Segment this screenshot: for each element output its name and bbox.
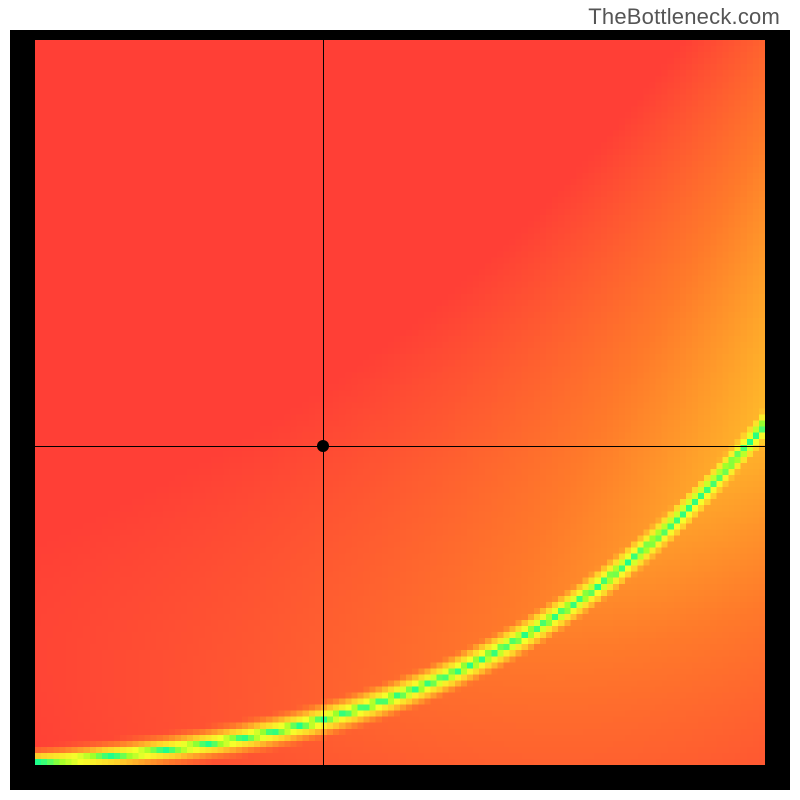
data-point-marker xyxy=(317,440,329,452)
crosshair-horizontal xyxy=(35,446,765,447)
plot-area xyxy=(35,40,765,765)
heatmap-canvas xyxy=(35,40,765,765)
crosshair-vertical xyxy=(323,40,324,765)
plot-outer-frame xyxy=(10,30,790,790)
watermark-text: TheBottleneck.com xyxy=(588,4,780,30)
